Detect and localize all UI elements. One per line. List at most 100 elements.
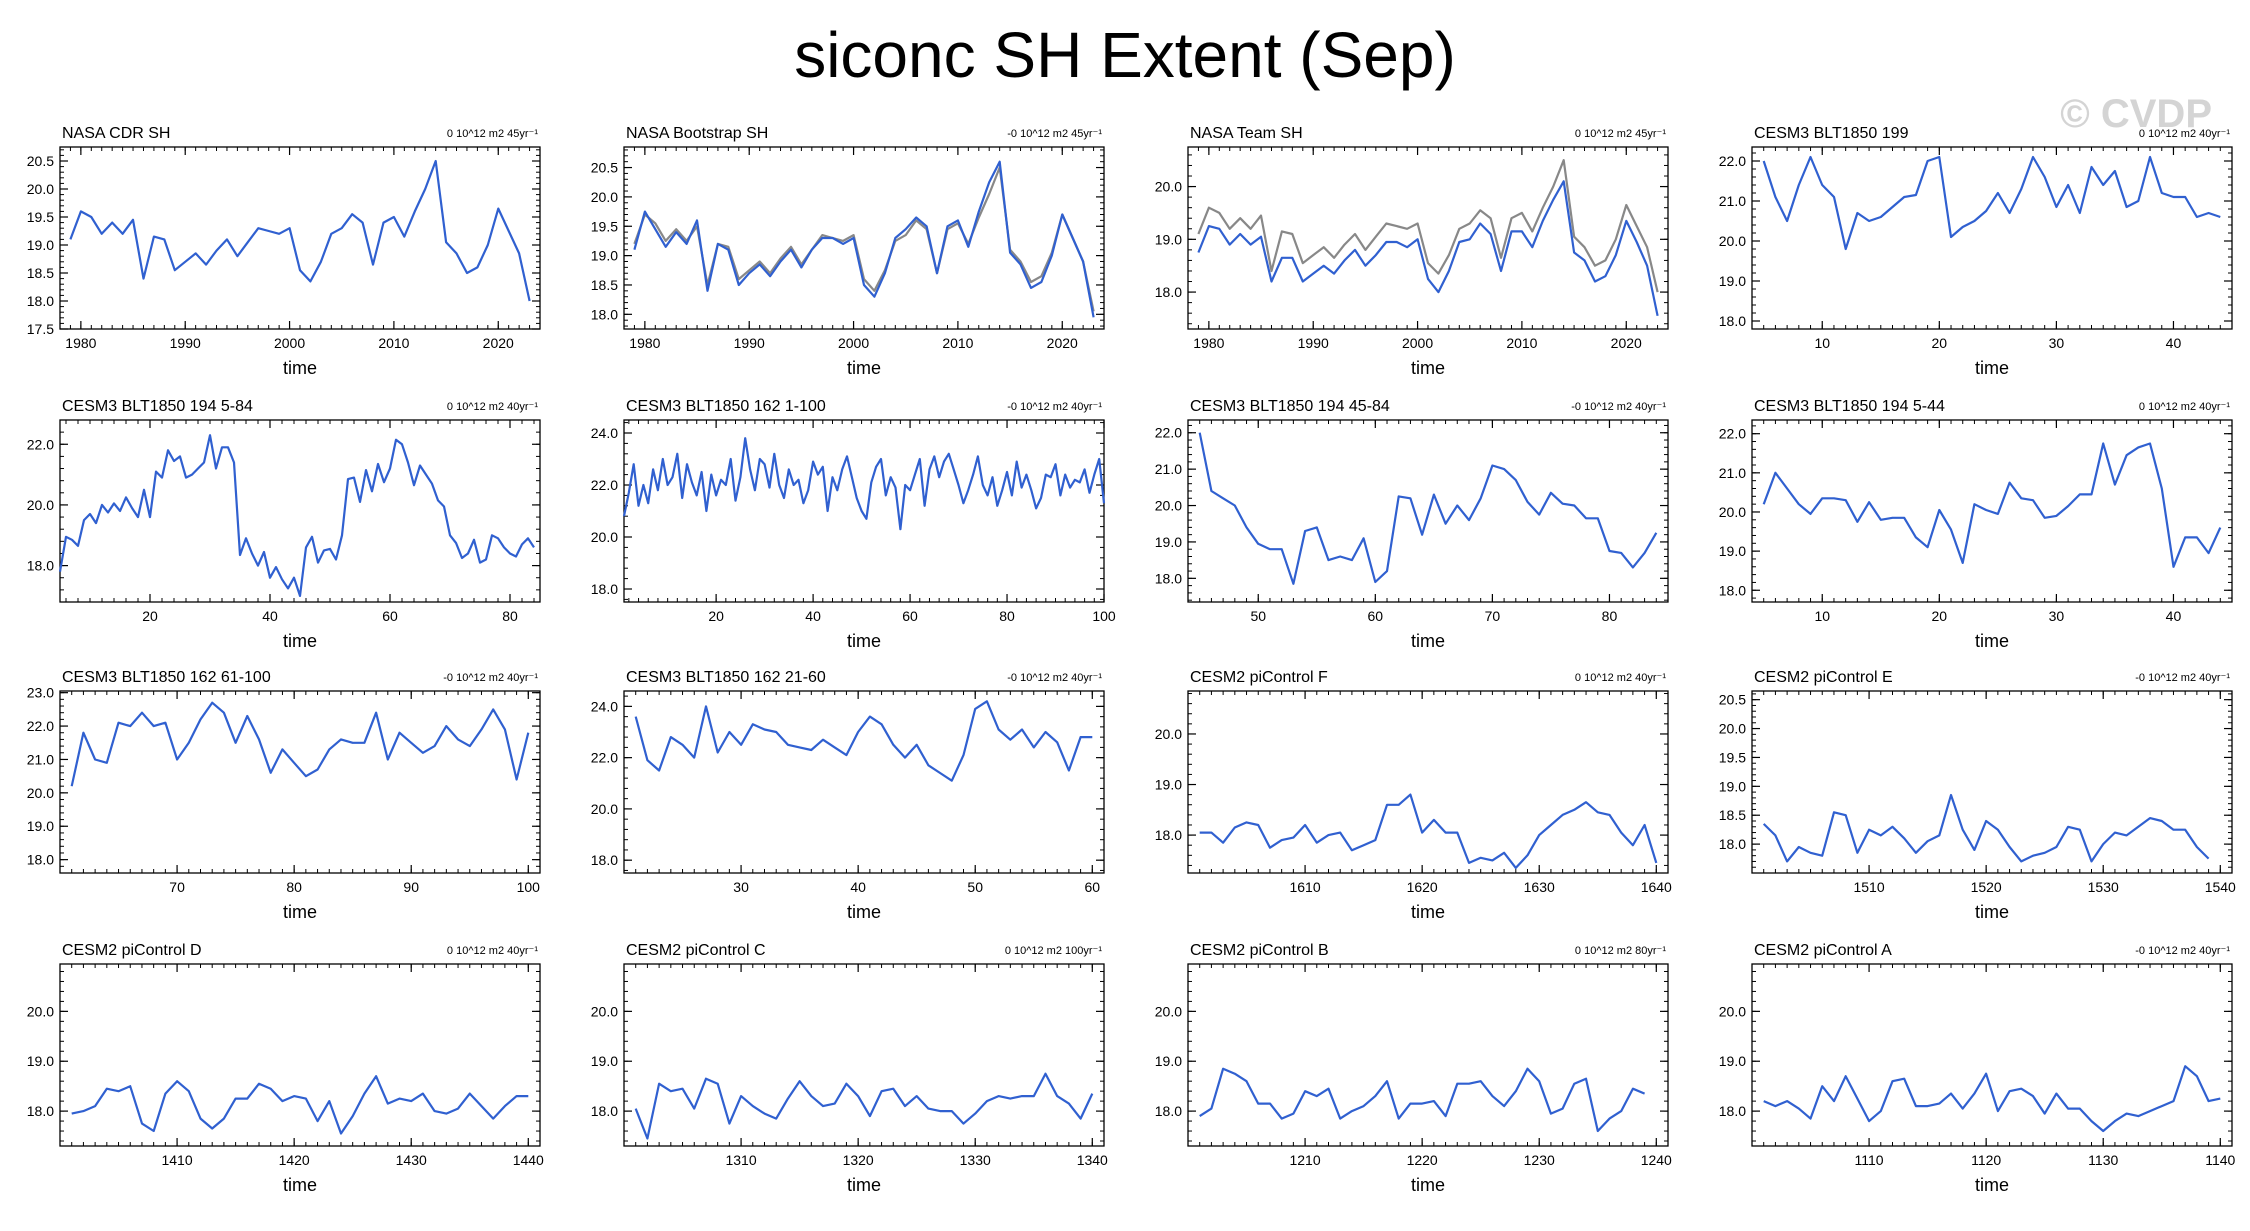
y-tick-label: 18.0 (591, 581, 618, 597)
y-tick-label: 19.5 (1719, 749, 1746, 765)
y-tick-label: 19.0 (27, 1053, 54, 1069)
series-line-b (1199, 1067, 1646, 1133)
figure-title: siconc SH Extent (Sep) (794, 19, 1456, 91)
x-tick-label: 20 (1932, 335, 1948, 351)
chart-panel-1: NASA CDR SH 0 10^12 m2 45yr⁻¹ 17.5 18.0 18.5… (27, 125, 541, 378)
panel-trend-label: -0 10^12 m2 40yr⁻¹ (1571, 401, 1666, 413)
y-tick-label: 20.0 (27, 181, 54, 197)
x-tick-label: 1430 (396, 1152, 427, 1168)
x-tick-label: 1110 (1855, 1152, 1884, 1168)
x-tick-label: 100 (517, 879, 541, 895)
x-tick-label: 40 (805, 608, 821, 624)
y-tick-label: 20.0 (591, 189, 618, 205)
y-tick-label: 22.0 (591, 750, 618, 766)
y-tick-label: 18.0 (27, 852, 54, 868)
x-tick-label: 10 (1814, 335, 1830, 351)
series-line-162 (634, 700, 1093, 782)
chart-panel-4: CESM3 BLT1850 199 0 10^12 m2 40yr⁻¹ 18.0 19… (1719, 125, 2233, 378)
x-tick-label: 2010 (942, 335, 973, 351)
x-tick-label: 1540 (2205, 879, 2236, 895)
panel-trend-label: -0 10^12 m2 40yr⁻¹ (1007, 401, 1102, 413)
x-axis-label: time (283, 358, 317, 378)
x-tick-label: 2010 (378, 335, 409, 351)
y-tick-label: 24.0 (591, 698, 618, 714)
x-tick-label: 30 (2049, 608, 2065, 624)
x-tick-label: 50 (1250, 608, 1266, 624)
y-tick-label: 22.0 (1719, 153, 1746, 169)
x-tick-label: 2000 (274, 335, 305, 351)
y-tick-label: 18.0 (1155, 1103, 1182, 1119)
panel-title: CESM3 BLT1850 199 (1754, 125, 1909, 142)
x-axis-label: time (847, 902, 881, 922)
y-tick-label: 18.5 (1719, 807, 1746, 823)
x-tick-label: 1130 (2088, 1152, 2118, 1168)
y-tick-label: 19.0 (27, 818, 54, 834)
y-tick-label: 17.5 (27, 321, 54, 337)
plot-frame (1751, 963, 2233, 1147)
x-tick-label: 1340 (1077, 1152, 1108, 1168)
x-tick-label: 30 (2049, 335, 2065, 351)
panel-title: CESM3 BLT1850 194 45-84 (1190, 398, 1390, 415)
y-tick-label: 19.0 (27, 237, 54, 253)
plot-frame (1751, 690, 2233, 874)
panel-title: CESM2 piControl F (1190, 669, 1328, 686)
panel-trend-label: 0 10^12 m2 40yr⁻¹ (447, 945, 538, 957)
panel-trend-label: 0 10^12 m2 40yr⁻¹ (447, 401, 538, 413)
y-tick-label: 20.0 (1719, 721, 1746, 737)
chart-panel-6: CESM3 BLT1850 162 1-100 -0 10^12 m2 40yr⁻… (591, 398, 1116, 651)
x-tick-label: 10 (1814, 608, 1830, 624)
x-tick-label: 1210 (1289, 1152, 1320, 1168)
x-tick-label: 1220 (1407, 1152, 1438, 1168)
y-tick-label: 20.5 (1719, 692, 1746, 708)
y-tick-label: 19.0 (1155, 777, 1182, 793)
plot-frame (623, 963, 1105, 1147)
y-tick-label: 20.0 (1155, 726, 1182, 742)
x-tick-label: 1120 (1971, 1152, 2001, 1168)
panel-title: CESM3 BLT1850 194 5-44 (1754, 398, 1945, 415)
panel-title: NASA CDR SH (62, 125, 170, 142)
chart-panel-13: CESM2 piControl D 0 10^12 m2 40yr⁻¹ 18.0 19… (27, 942, 544, 1195)
panel-title: CESM2 piControl C (626, 942, 766, 959)
panel-trend-label: 0 10^12 m2 40yr⁻¹ (1575, 672, 1666, 684)
y-tick-label: 18.0 (27, 558, 54, 574)
panel-title: NASA Team SH (1190, 125, 1303, 142)
panel-trend-label: 0 10^12 m2 45yr⁻¹ (447, 128, 538, 140)
y-tick-label: 18.0 (591, 852, 618, 868)
series-line-162 (622, 437, 1106, 531)
x-tick-label: 70 (169, 879, 185, 895)
x-axis-label: time (1411, 631, 1445, 651)
series-line-e (1762, 793, 2210, 863)
plot-frame (59, 419, 541, 603)
series-line-194 (58, 434, 535, 598)
y-tick-label: 18.5 (591, 277, 618, 293)
panel-trend-label: 0 10^12 m2 80yr⁻¹ (1575, 945, 1666, 957)
plot-frame (623, 690, 1105, 874)
series-line-cdr (633, 166, 1095, 312)
x-tick-label: 70 (1485, 608, 1501, 624)
x-tick-label: 60 (382, 608, 398, 624)
x-tick-label: 1620 (1407, 879, 1438, 895)
x-axis-label: time (283, 631, 317, 651)
x-tick-label: 60 (1085, 879, 1101, 895)
plot-frame (59, 146, 541, 330)
x-tick-label: 1980 (65, 335, 96, 351)
plot-frame (59, 690, 541, 874)
x-tick-label: 60 (1368, 608, 1384, 624)
y-tick-label: 20.0 (1155, 498, 1182, 514)
x-tick-label: 1990 (1298, 335, 1329, 351)
panel-trend-label: 0 10^12 m2 40yr⁻¹ (2139, 128, 2230, 140)
y-tick-label: 19.0 (1719, 1053, 1746, 1069)
x-tick-label: 80 (502, 608, 518, 624)
x-tick-label: 1980 (629, 335, 660, 351)
x-tick-label: 1310 (725, 1152, 756, 1168)
chart-panel-12: CESM2 piControl E -0 10^12 m2 40yr⁻¹ 18.0 1… (1719, 669, 2236, 922)
chart-panel-15: CESM2 piControl B 0 10^12 m2 80yr⁻¹ 18.0 19… (1155, 942, 1672, 1195)
y-tick-label: 22.0 (27, 718, 54, 734)
y-tick-label: 18.0 (1155, 570, 1182, 586)
chart-panel-3: NASA Team SH 0 10^12 m2 45yr⁻¹ 18.0 19.0 20.… (1155, 125, 1669, 378)
x-tick-label: 2010 (1506, 335, 1537, 351)
x-tick-label: 80 (1602, 608, 1618, 624)
panel-title: CESM3 BLT1850 162 1-100 (626, 398, 826, 415)
x-axis-label: time (847, 1175, 881, 1195)
